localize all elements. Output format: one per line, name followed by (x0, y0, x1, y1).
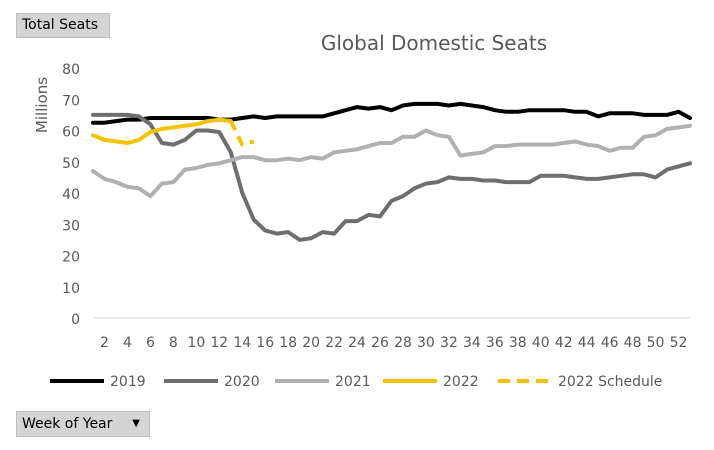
x-tick-label: 14 (233, 335, 251, 351)
x-tick-label: 20 (302, 335, 320, 351)
y-tick-label: 40 (62, 187, 80, 203)
x-tick-label: 4 (123, 335, 132, 351)
x-tick-label: 18 (279, 335, 297, 351)
triangle-down-icon[interactable]: ▼ (132, 418, 140, 429)
y-tick-label: 30 (62, 218, 80, 234)
x-tick-label: 10 (187, 335, 205, 351)
x-tick-label: 30 (417, 335, 435, 351)
series-line-2022-schedule (229, 120, 255, 147)
x-tick-label: 2 (100, 335, 109, 351)
total-seats-field-button[interactable]: Total Seats (16, 13, 110, 38)
x-axis-ticks: 2 4 6 8 10 12 14 16 18 20 22 24 26 28 30 32 34 36 38 40 42 44… (100, 335, 687, 351)
x-tick-label: 46 (601, 335, 619, 351)
series-lines (91, 101, 692, 242)
legend-label: 2019 (110, 374, 146, 390)
y-tick-label: 10 (62, 281, 80, 297)
x-tick-label: 34 (463, 335, 481, 351)
x-tick-label: 48 (624, 335, 642, 351)
series-line-2020 (91, 112, 692, 242)
series-line-2021 (91, 123, 692, 199)
y-axis-ticks: 0 10 20 30 40 50 60 70 80 (62, 62, 80, 328)
y-tick-label: 50 (62, 156, 80, 172)
x-tick-label: 42 (555, 335, 573, 351)
legend-label: 2022 Schedule (558, 374, 662, 390)
x-tick-label: 8 (169, 335, 178, 351)
x-tick-label: 22 (325, 335, 343, 351)
legend-label: 2022 (443, 374, 479, 390)
series-line-2022 (91, 117, 233, 145)
legend-label: 2020 (224, 374, 260, 390)
x-tick-label: 36 (486, 335, 504, 351)
x-tick-label: 50 (647, 335, 665, 351)
x-tick-label: 40 (532, 335, 550, 351)
x-tick-label: 52 (670, 335, 688, 351)
week-of-year-field-button[interactable]: Week of Year ▼ (16, 411, 150, 437)
x-tick-label: 16 (256, 335, 274, 351)
x-tick-label: 26 (371, 335, 389, 351)
y-axis-title: Millions (33, 77, 51, 133)
y-tick-label: 20 (62, 250, 80, 266)
week-of-year-label: Week of Year (22, 416, 113, 432)
x-tick-label: 38 (509, 335, 527, 351)
y-tick-label: 70 (62, 93, 80, 109)
x-tick-label: 24 (348, 335, 366, 351)
x-tick-label: 28 (394, 335, 412, 351)
chart-legend: 2019 2020 2021 2022 2022 Schedule (50, 374, 662, 390)
x-tick-label: 12 (210, 335, 228, 351)
x-tick-label: 44 (578, 335, 596, 351)
series-line-2019 (91, 101, 692, 125)
y-tick-label: 0 (71, 312, 80, 328)
x-tick-label: 6 (146, 335, 155, 351)
x-tick-label: 32 (440, 335, 458, 351)
legend-label: 2021 (335, 374, 371, 390)
chart-title: Global Domestic Seats (321, 31, 547, 55)
y-tick-label: 80 (62, 62, 80, 78)
y-tick-label: 60 (62, 125, 80, 141)
